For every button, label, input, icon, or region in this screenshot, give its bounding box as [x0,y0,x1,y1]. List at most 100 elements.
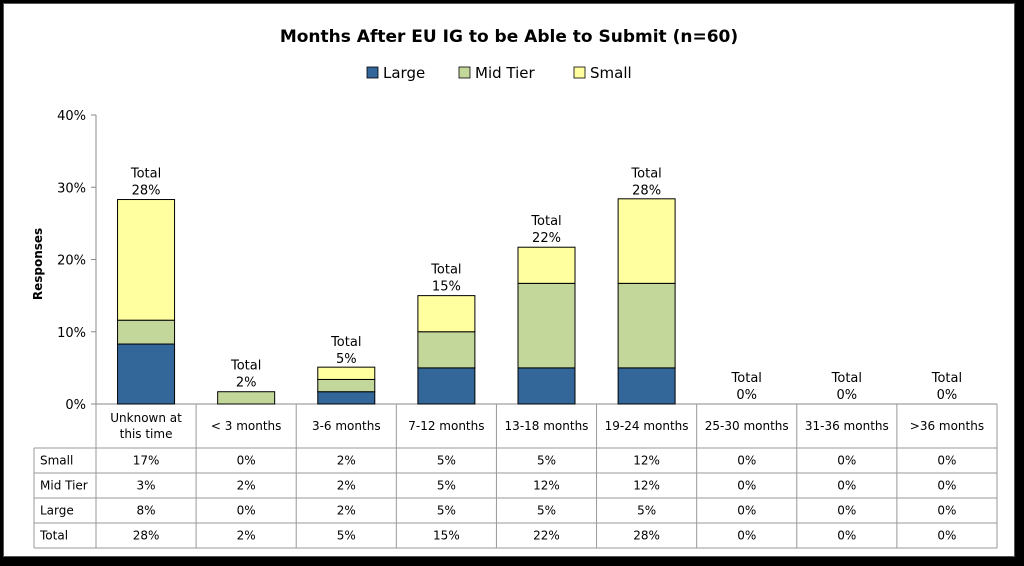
bar-small-7-12-months [417,295,476,333]
x-tick-label: 13-18 months [505,419,589,433]
total-label: Total [831,371,862,386]
total-label: Total [731,371,762,386]
table-row-label-mid-tier: Mid Tier [40,479,88,493]
table-row-label-small: Small [40,454,73,468]
table-cell: 0% [237,504,256,518]
total-value: 22% [532,231,561,246]
x-tick-label: < 3 months [211,419,282,433]
x-tick-label: Unknown at this time [110,411,182,441]
x-tick-label: 31-36 months [805,419,889,433]
table-cell: 17% [133,454,160,468]
table-cell: 5% [437,504,456,518]
table-cell: 0% [937,504,956,518]
data-table: Unknown at this time < 3 months 3-6 months 7… [33,404,998,549]
y-tick-label: 40% [57,109,86,124]
bar-large-19-24-months [617,367,676,405]
x-tick-label: 25-30 months [705,419,789,433]
table-cell: 0% [837,454,856,468]
table-cell: 2% [237,529,256,543]
total-value: 28% [132,184,161,199]
legend-label-small: Small [590,64,632,82]
bar-small-3-6-months [317,366,376,380]
table-cell: 0% [737,479,756,493]
table-cell: 28% [133,529,160,543]
legend-swatch-mid-tier [458,66,471,79]
total-value: 28% [632,184,661,199]
x-tick-label: 3-6 months [312,419,381,433]
table-cell: 15% [433,529,460,543]
table-cell: 5% [437,454,456,468]
x-tick-label: 7-12 months [408,419,484,433]
table-cell: 5% [537,504,556,518]
bar-mid-tier-19-24-months [617,282,676,369]
table-cell: 2% [337,479,356,493]
table-cell: 12% [533,479,560,493]
table-cell: 2% [337,454,356,468]
table-cell: 5% [437,479,456,493]
total-label: Total [530,214,561,229]
total-label: Total [430,263,461,278]
table-cell: 0% [937,454,956,468]
table-cell: 12% [633,479,660,493]
y-tick-label: 20% [57,254,86,269]
bar-large-13-18-months [517,367,576,405]
table-cell: 12% [633,454,660,468]
x-tick-label: >36 months [910,419,984,433]
table-cell: 2% [337,504,356,518]
table-cell: 5% [637,504,656,518]
bar-mid-tier-13-18-months [517,282,576,369]
table-cell: 0% [737,529,756,543]
chart-title: Months After EU IG to be Able to Submit … [280,27,738,47]
total-value: 5% [336,352,357,367]
table-cell: 8% [137,504,156,518]
total-label: Total [230,359,261,374]
y-tick-label: 10% [57,326,86,341]
table-cell: 0% [837,479,856,493]
table-cell: 0% [937,479,956,493]
total-labels: Total 28% Total 2% Total 5% Total 15% Total 22% To… [130,167,962,403]
table-cell: 28% [633,529,660,543]
bar-mid-tier-unknown-at-this-time [117,319,176,345]
table-cell: 0% [737,504,756,518]
legend-label-mid-tier: Mid Tier [475,64,535,82]
bar-mid-tier-3-6-months [317,378,376,393]
table-cell: 5% [337,529,356,543]
bar-large-3-6-months [317,391,376,405]
total-value: 0% [736,388,757,403]
total-value: 0% [837,388,858,403]
bar-small-unknown-at-this-time [117,199,176,321]
total-value: 2% [236,376,257,391]
chart-frame: Months After EU IG to be Able to Submit … [3,3,1015,557]
total-label: Total [330,335,361,350]
total-label: Total [130,167,161,182]
table-row-label-total: Total [39,529,68,543]
bar-mid-tier-3-months [217,391,276,405]
total-label: Total [931,371,962,386]
table-cell: 0% [737,454,756,468]
legend-label-large: Large [383,64,425,82]
bar-mid-tier-7-12-months [417,331,476,369]
x-tick-label: 19-24 months [605,419,689,433]
bar-small-13-18-months [517,246,576,284]
table-cell: 5% [537,454,556,468]
y-tick-label: 30% [57,181,86,196]
legend-swatch-large [366,66,379,79]
bars [117,198,676,405]
chart-svg: Months After EU IG to be Able to Submit … [31,27,998,549]
y-tick-label: 0% [65,398,86,413]
legend-swatch-small [573,66,586,79]
table-cell: 0% [937,529,956,543]
table-cell: 0% [837,504,856,518]
legend: Large Mid Tier Small [366,64,632,82]
bar-small-19-24-months [617,198,676,284]
total-label: Total [630,167,661,182]
table-row-label-large: Large [40,504,74,518]
table-cell: 22% [533,529,560,543]
table-cell: 2% [237,479,256,493]
table-cell: 0% [837,529,856,543]
bar-large-unknown-at-this-time [117,343,176,405]
table-cell: 0% [237,454,256,468]
bar-large-7-12-months [417,367,476,405]
total-value: 15% [432,280,461,295]
table-cell: 3% [137,479,156,493]
